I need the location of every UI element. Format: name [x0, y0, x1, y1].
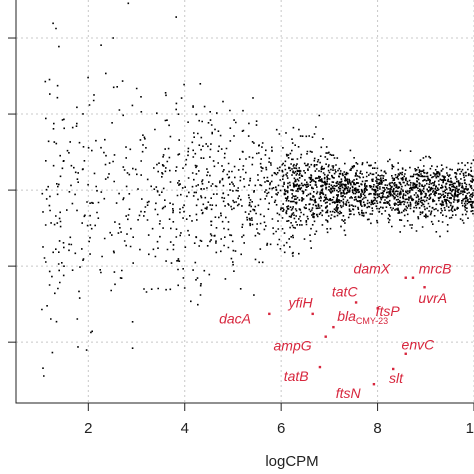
highlight-point [404, 276, 407, 279]
highlight-point [311, 312, 314, 316]
axes: 2 4 6 8 10 [8, 0, 474, 437]
highlight-point [376, 306, 379, 310]
gene-label-bla: blaCMY-23 [337, 308, 388, 326]
highlight-point [318, 365, 322, 369]
x-axis-title: logCPM [265, 453, 318, 470]
gene-label-tatb: tatB [284, 368, 309, 384]
highlight-point [372, 382, 376, 386]
gene-label-envc: envC [402, 337, 436, 353]
gene-label-slt: slt [389, 370, 404, 386]
gene-label-ampg: ampG [274, 337, 312, 353]
highlight-point [332, 325, 335, 329]
point-cloud [41, 2, 474, 377]
x-tick-label: 6 [277, 420, 285, 437]
x-tick-label: 10 [466, 420, 474, 437]
gene-label-daca: dacA [219, 311, 251, 327]
gene-label-ftsp: ftsP [376, 303, 401, 319]
highlight-point [268, 312, 271, 316]
gene-labels: damX mrcB uvrA tatC ftsP dacA yfiH blaCMY-23 amp… [219, 261, 451, 401]
highlight-point [404, 352, 407, 355]
gene-label-uvra: uvrA [418, 290, 447, 306]
x-tick-label: 4 [181, 420, 189, 437]
gene-label-yfih: yfiH [287, 295, 313, 311]
gene-label-damx: damX [354, 261, 391, 277]
highlight-point [392, 367, 395, 371]
gene-label-ftsn: ftsN [336, 385, 362, 401]
highlight-point [324, 335, 327, 338]
gene-label-tatc: tatC [332, 283, 359, 299]
highlight-point [354, 301, 358, 304]
scatter-points [41, 2, 474, 377]
x-tick-label: 8 [373, 420, 381, 437]
gene-label-mrcb: mrcB [419, 261, 452, 277]
grid-lines [16, 0, 474, 403]
highlight-point [423, 286, 426, 289]
highlight-point [411, 276, 415, 279]
x-tick-label: 2 [84, 420, 92, 437]
